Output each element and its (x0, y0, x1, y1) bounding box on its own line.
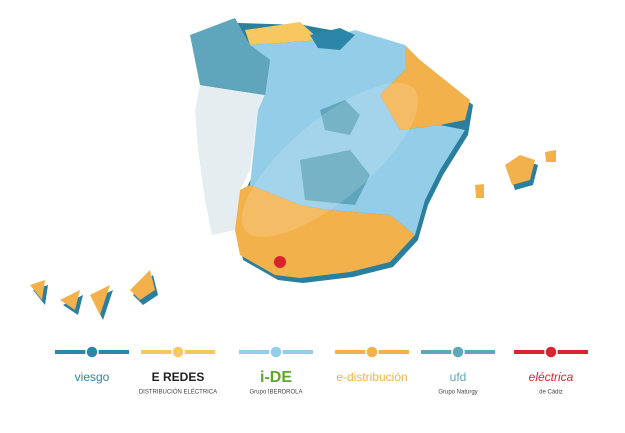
cadiz-marker (274, 256, 286, 268)
asturias-zone (245, 22, 320, 45)
map (30, 18, 556, 320)
legend-label: viesgo (75, 370, 110, 384)
legend-dot (171, 345, 185, 359)
legend-sublabel: de Cádiz (539, 390, 563, 396)
aragon-catalonia-zone (380, 45, 470, 130)
legend-dot (365, 345, 379, 359)
balearic-islands (475, 150, 556, 198)
legend-dot (544, 345, 558, 359)
portugal (195, 85, 265, 235)
andalusia-zone (235, 185, 415, 278)
legend-dot (451, 345, 465, 359)
legend-sublabel: Grupo IBERDROLA (249, 390, 302, 396)
legend-dot (269, 345, 283, 359)
legend: viesgo E REDES DISTRIBUCIÓN ELÉCTRICA i-DE G… (55, 345, 588, 396)
legend-sublabel: Grupo Naturgy (438, 390, 477, 396)
highlight (241, 82, 419, 238)
legend-label: E REDES (152, 370, 205, 384)
legend-sublabel: DISTRIBUCIÓN ELÉCTRICA (139, 389, 217, 396)
legend-dot (85, 345, 99, 359)
legend-label: eléctrica (529, 370, 574, 384)
legend-label: e-distribución (336, 370, 407, 384)
madrid-zone (300, 100, 370, 205)
legend-label: i-DE (260, 369, 292, 386)
legend-label: ufd (450, 370, 467, 384)
galicia-zone (190, 18, 270, 95)
cantabria-zone (310, 28, 355, 50)
canary-islands (30, 270, 155, 315)
